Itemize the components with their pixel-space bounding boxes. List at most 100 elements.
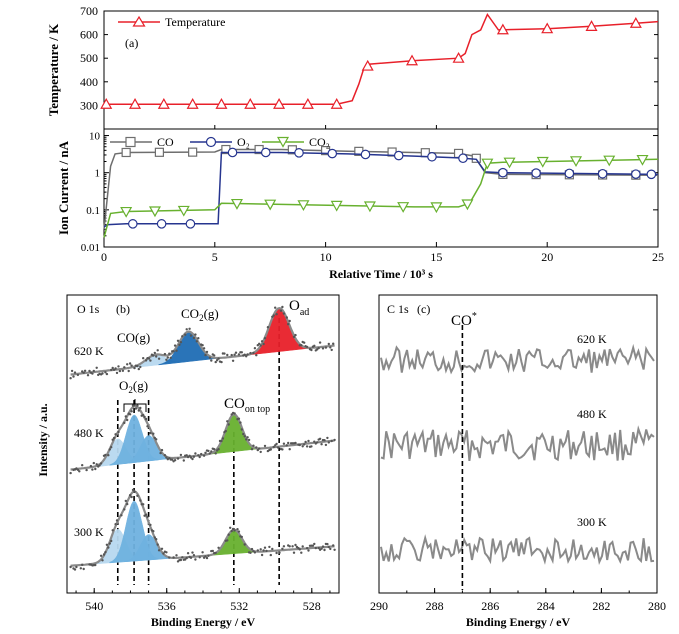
o1s-data-point: [237, 417, 241, 420]
o1s-data-point: [172, 556, 175, 559]
annotation-co-on-top-main: CO: [224, 396, 245, 412]
o1s-data-point: [217, 546, 220, 549]
temperature-y-ticks: 300 400 500 600 700: [80, 4, 659, 130]
o1s-data-point: [204, 451, 207, 454]
o1s-data-point: [217, 448, 220, 451]
o1s-data-point: [168, 556, 171, 559]
o1s-y-label: Intensity / a.u.: [36, 403, 50, 476]
o1s-data-point: [233, 529, 236, 532]
o1s-data-point: [288, 448, 291, 451]
o1s-data-point: [324, 346, 328, 349]
o1s-data-point: [195, 340, 198, 343]
o1s-data-point: [115, 519, 119, 522]
o1s-data-point: [133, 366, 136, 370]
o1s-data-point: [262, 342, 265, 346]
o1s-data-point: [139, 406, 142, 410]
o1s-data-point: [155, 355, 158, 358]
annotation-co2-g: CO2(g): [181, 306, 219, 323]
o1s-data-point: [321, 545, 325, 548]
o1s-data-point: [131, 488, 135, 492]
c1s-x-tick-label: 286: [481, 599, 499, 613]
o1s-data-point: [317, 346, 320, 350]
o1s-data-point: [266, 326, 270, 329]
o1s-data-point: [272, 314, 275, 317]
o1s-data-point: [276, 446, 280, 449]
o1s-data-point: [162, 552, 165, 555]
o1s-data-point: [136, 494, 139, 497]
o1s-data-point: [194, 333, 197, 336]
o1s-data-point: [169, 356, 172, 359]
o1s-data-point: [253, 551, 257, 554]
o1s-data-point: [260, 340, 264, 343]
temperature-marker: [129, 97, 142, 109]
o1s-data-point: [210, 450, 213, 453]
o1s-data-point: [220, 439, 223, 443]
o1s-data-point: [126, 363, 129, 366]
o1s-data-point: [207, 449, 210, 453]
o1s-data-point: [144, 359, 148, 362]
ion-x-tick-label: 15: [430, 250, 442, 264]
o1s-data-point: [184, 333, 187, 336]
o1s-data-point: [176, 457, 180, 460]
o1s-data-point: [200, 452, 203, 456]
o1s-data-point: [226, 539, 229, 542]
o1s-data-point: [152, 354, 155, 357]
ion-series-marker: [185, 219, 196, 229]
o1s-data-point: [316, 441, 319, 444]
o1s-data-point: [120, 514, 123, 517]
o1s-data-point: [159, 451, 162, 455]
o1s-data-point: [153, 351, 156, 355]
o1s-data-point: [123, 366, 126, 369]
o1s-data-point: [165, 358, 168, 361]
o1s-data-point: [149, 431, 152, 435]
o1s-data-point: [227, 423, 230, 426]
o1s-data-point: [281, 305, 284, 309]
o1s-data-point: [134, 407, 138, 410]
o1s-data-point: [185, 556, 188, 560]
o1s-data-point: [147, 357, 151, 360]
c1s-x-tick-label: 290: [370, 599, 388, 613]
o1s-data-point: [333, 548, 336, 551]
o1s-data-point: [269, 553, 272, 557]
o1s-data-point: [285, 316, 288, 319]
o1s-data-point: [94, 467, 97, 471]
ion-series-marker: [603, 155, 616, 167]
o1s-data-point: [163, 352, 167, 356]
o1s-data-point: [239, 421, 242, 424]
o1s-data-point: [191, 551, 194, 554]
o1s-data-point: [166, 356, 169, 359]
o1s-data-point: [173, 459, 177, 462]
o1s-data-point: [178, 343, 181, 346]
c1s-spectrum: [380, 343, 655, 375]
o1s-data-point: [146, 425, 149, 428]
o1s-data-point: [110, 446, 113, 449]
o1s-data-point: [226, 420, 229, 423]
temperature-marker: [452, 51, 465, 63]
o1s-data-point: [329, 346, 332, 349]
ion-series-marker: [264, 199, 277, 211]
o1s-data-point: [104, 453, 107, 457]
o1s-data-point: [72, 375, 75, 378]
o1s-data-point: [76, 373, 80, 377]
o1s-data-point: [137, 409, 140, 412]
o1s-data-point: [144, 513, 148, 516]
o1s-data-point: [330, 348, 333, 352]
o1s-data-point: [188, 327, 191, 330]
o1s-data-point: [288, 545, 291, 548]
o1s-data-point: [240, 535, 243, 539]
o1s-data-point: [275, 442, 278, 446]
annotation-o2-g-tail: (g): [133, 378, 148, 393]
o1s-data-point: [149, 359, 152, 362]
o1s-data-point: [189, 334, 193, 337]
o1s-data-point: [323, 548, 326, 552]
annotation-co-star-sup: *: [472, 311, 477, 322]
o1s-data-point: [81, 563, 84, 566]
ion-x-tick-label: 10: [320, 250, 332, 264]
o1s-data-point: [130, 495, 133, 499]
legend-co2-marker: [276, 136, 290, 148]
c1s-temp-label-620: 620 K: [577, 332, 607, 346]
o1s-data-point: [118, 369, 122, 373]
o1s-data-point: [102, 553, 106, 556]
o1s-data-point: [275, 551, 278, 555]
ion-series: [103, 144, 659, 238]
